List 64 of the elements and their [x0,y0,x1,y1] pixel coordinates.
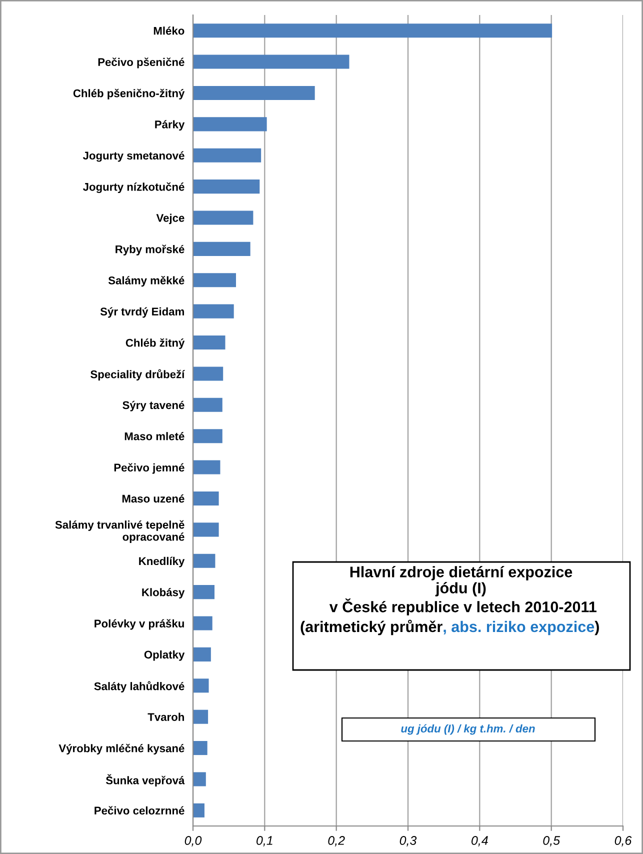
y-tick-label: Párky [155,120,185,131]
y-tick-label: Polévky v prášku [94,619,184,630]
y-tick-label: Ryby mořské [116,244,184,256]
bar [193,398,222,412]
y-tick-label: Saláty lahůdkové [94,681,184,692]
bar [193,710,208,724]
y-tick-label: Chléb žitný [126,338,185,349]
bar [193,54,350,69]
y-tick-label: Salámy měkké [108,276,184,287]
y-tick-label: Jogurty nízkotučné [82,182,184,194]
y-tick-label: Maso mleté [124,432,184,440]
bar [193,647,211,662]
annotation: Hlavní zdroje dietární expozice jódu (I) v České republice v letech 2010-2011 [329,566,596,616]
y-tick-label: Speciality drůbeží [90,369,185,380]
bar [193,24,552,38]
annotation: ) [594,620,599,636]
y-tick-label: Sýr tvrdý Eidam [100,307,184,318]
y-tick-label: Pečivo pšeničné [98,58,184,68]
y-tick-label: Vejce [156,214,184,224]
bar [193,148,262,162]
bar [193,210,254,225]
y-tick-label: Mléko [154,26,184,35]
annotation: , abs. riziko expozice [444,620,594,636]
bar [193,460,220,474]
y-tick-label: Výrobky mléčné kysané [58,744,184,754]
bar [193,741,208,756]
y-tick-label: Oplatky [144,650,185,661]
bar [193,554,216,568]
y-tick-label: Pečivo celozrnné [94,806,184,815]
y-tick-label: Tvaroh [148,712,184,721]
y-tick-label: Maso uzené [122,494,184,503]
x-tick-label: 0,2 [328,836,345,846]
bar [193,585,214,600]
bar [193,180,260,194]
bar [193,304,234,318]
bar [193,242,250,256]
x-tick-label: 0,3 [400,836,417,846]
bar [193,522,219,537]
y-tick-label: Chléb pšenično-žitný [73,88,185,100]
bar [193,429,222,444]
x-tick-label: 0,4 [472,836,488,846]
x-tick-label: 0,1 [256,836,272,846]
bar [193,366,224,381]
y-tick-label: Sýry tavené [122,400,184,412]
x-tick-label: 0,5 [543,836,560,846]
y-tick-label: Pečivo jemné [114,463,184,474]
x-tick-label: 0,0 [184,836,202,846]
annotation: (aritmetický průměr [300,620,442,636]
bar [193,273,236,288]
y-tick-label: Jogurty smetanové [82,151,184,162]
y-tick-label: Šunka vepřová [106,774,185,786]
bar [193,491,219,506]
y-tick-label: Knedlíky [139,556,185,568]
bar [193,803,204,818]
bar [193,336,226,350]
y-tick-label: Klobásy [142,588,185,598]
x-tick-label: 0,6 [614,836,632,846]
bar [193,772,206,786]
annotation: ug jódu (I) / kg t.hm. / den [401,724,535,735]
bar [193,86,315,100]
bar [193,117,267,132]
bar [193,616,212,630]
y-tick-label: Salámy trvanlivé tepelně opracované [55,520,184,543]
bar [193,678,209,693]
